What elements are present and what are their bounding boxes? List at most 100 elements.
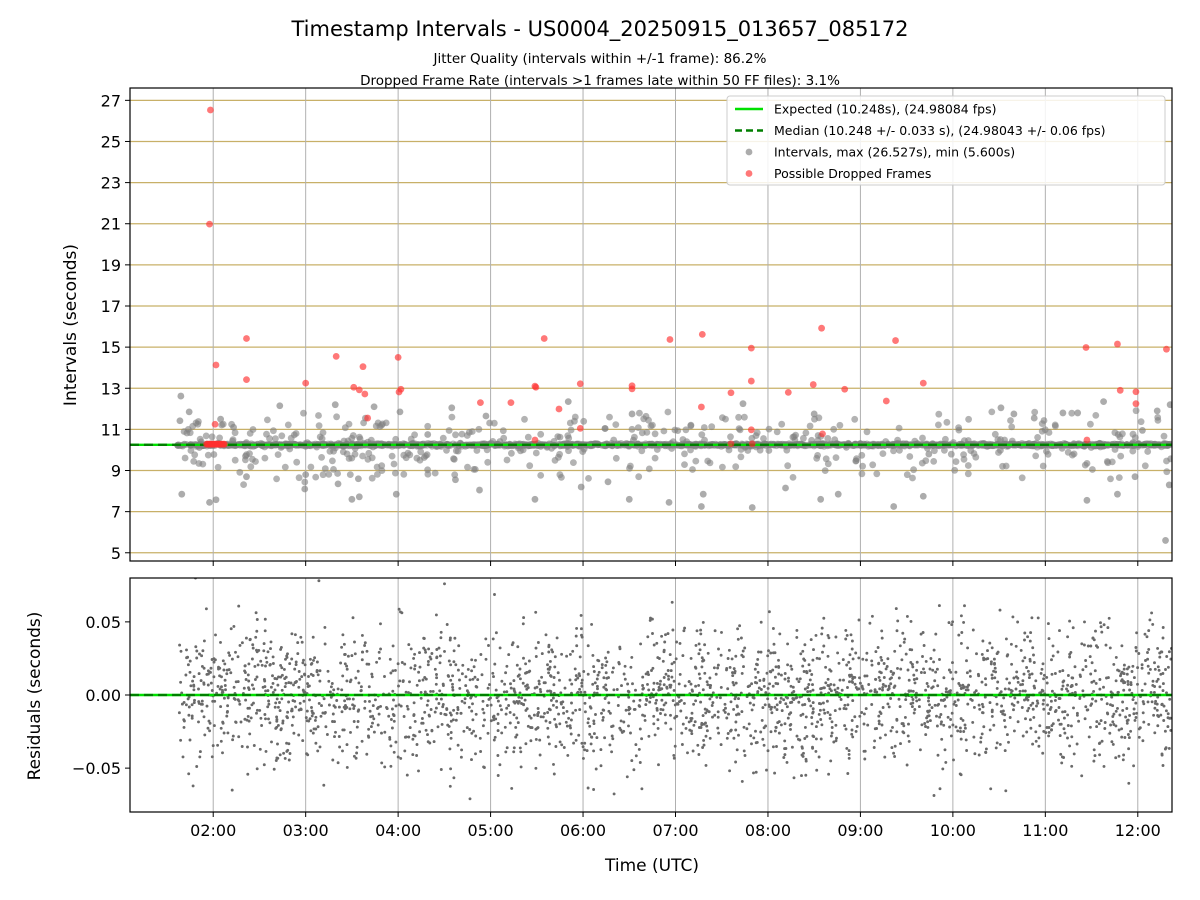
residual-point	[478, 736, 482, 740]
interval-point	[537, 472, 545, 479]
residual-point	[1123, 736, 1127, 739]
residual-point	[1121, 700, 1125, 704]
residual-point	[1003, 687, 1007, 691]
residual-point	[371, 721, 374, 725]
residual-point	[968, 669, 972, 673]
residual-point	[576, 676, 580, 680]
residual-point	[647, 688, 651, 692]
residual-point	[1100, 739, 1104, 743]
residual-point	[738, 624, 742, 628]
interval-point	[286, 445, 294, 453]
residual-point	[960, 631, 964, 634]
residual-point	[179, 680, 183, 684]
residual-point	[464, 684, 468, 688]
residual-point	[1122, 679, 1126, 683]
residual-point	[267, 702, 271, 706]
interval-point	[329, 457, 336, 465]
residual-point	[703, 707, 707, 711]
residual-point	[590, 735, 593, 739]
residual-point	[988, 701, 992, 705]
residual-point	[912, 711, 916, 715]
residual-point	[942, 676, 946, 680]
residual-point	[632, 699, 636, 703]
residual-point	[740, 710, 744, 714]
residual-point	[967, 683, 971, 687]
residual-point	[554, 745, 558, 748]
residual-point	[959, 737, 963, 741]
residual-point	[821, 701, 825, 705]
residual-point	[664, 672, 668, 676]
residual-point	[418, 730, 422, 734]
residual-point	[510, 786, 514, 790]
interval-point	[952, 458, 960, 465]
residual-point	[486, 731, 490, 735]
interval-point	[445, 427, 453, 434]
residual-point	[318, 669, 322, 673]
residual-point	[807, 663, 811, 667]
residual-point	[701, 688, 705, 692]
residual-point	[1147, 647, 1151, 651]
residual-point	[993, 676, 997, 680]
residual-point	[769, 651, 773, 655]
residual-point	[766, 686, 770, 690]
residual-point	[819, 718, 823, 721]
residual-point	[938, 715, 942, 719]
residual-point	[610, 750, 614, 754]
residual-point	[192, 688, 196, 692]
residual-point	[1141, 739, 1145, 743]
residual-point	[766, 654, 770, 658]
residual-point	[250, 657, 254, 661]
residual-point	[255, 675, 259, 679]
residual-point	[914, 695, 918, 699]
residual-point	[521, 622, 525, 626]
residual-point	[834, 635, 838, 639]
residual-point	[1063, 731, 1067, 735]
residual-point	[1137, 727, 1141, 731]
residual-point	[803, 687, 807, 691]
residual-point	[697, 652, 701, 656]
residual-point	[929, 657, 933, 660]
residual-point	[971, 628, 975, 632]
residual-point	[352, 720, 356, 723]
residual-point	[1120, 735, 1124, 739]
residual-point	[391, 689, 395, 693]
interval-point	[191, 451, 199, 459]
residual-point	[200, 699, 204, 703]
residual-point	[331, 758, 335, 762]
residual-point	[1058, 629, 1061, 633]
residual-point	[334, 730, 337, 734]
interval-point	[704, 457, 712, 465]
top-y-tick-label: 19	[101, 256, 121, 275]
residual-point	[461, 663, 465, 667]
interval-point	[606, 413, 613, 421]
interval-point	[909, 474, 916, 482]
residual-point	[716, 663, 720, 667]
residual-point	[667, 677, 671, 681]
residual-point	[936, 703, 940, 707]
residual-point	[689, 682, 693, 686]
residual-point	[345, 664, 349, 668]
residual-point	[578, 655, 582, 659]
residual-point	[982, 656, 986, 660]
dropped-frame-point	[302, 379, 310, 387]
residual-point	[1026, 698, 1030, 702]
residual-point	[560, 743, 564, 747]
residual-point	[923, 671, 927, 675]
residual-point	[429, 708, 433, 711]
interval-point	[653, 446, 661, 453]
residual-point	[698, 648, 702, 652]
residual-point	[1122, 672, 1126, 676]
residual-point	[441, 682, 445, 686]
residual-point	[286, 710, 290, 714]
residual-point	[1016, 700, 1020, 704]
residual-point	[333, 705, 337, 709]
residual-point	[232, 624, 236, 628]
residual-point	[817, 702, 821, 705]
residual-point	[1130, 670, 1134, 673]
residual-point	[496, 712, 500, 716]
residual-point	[514, 735, 518, 739]
residual-point	[255, 650, 259, 654]
residual-point	[880, 629, 884, 633]
residual-point	[1152, 713, 1156, 717]
residual-point	[524, 684, 528, 688]
